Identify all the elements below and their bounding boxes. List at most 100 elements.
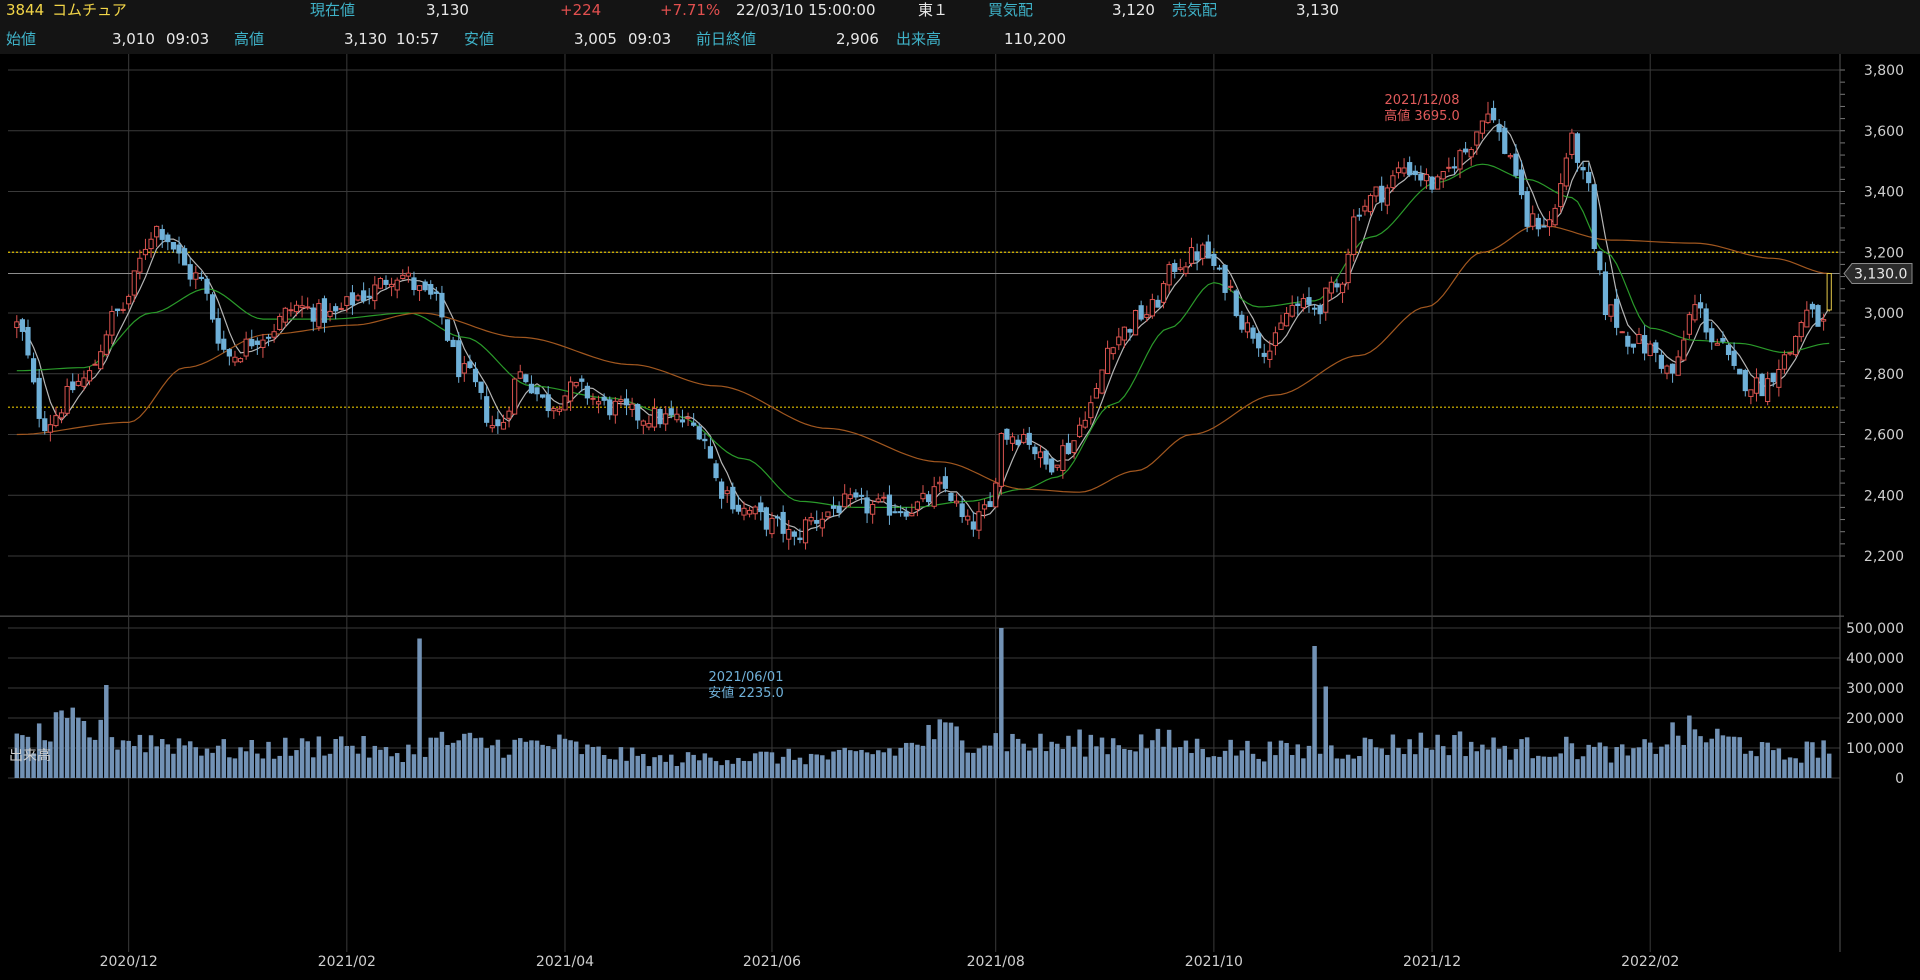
candle-down: [428, 284, 434, 295]
candle-up: [618, 399, 624, 403]
volume-bar: [36, 723, 42, 778]
candle-down: [858, 494, 865, 497]
candle-up: [237, 358, 244, 363]
volume-bar: [1720, 735, 1726, 778]
candle-up: [1664, 365, 1670, 374]
volume-bar: [557, 734, 562, 778]
candle-down: [349, 292, 356, 306]
volume-bar: [618, 747, 624, 778]
candle-up: [1345, 253, 1351, 284]
volume-bar: [1027, 750, 1032, 778]
volume-bar: [406, 744, 411, 778]
candle-up: [685, 416, 691, 419]
candle-up: [1401, 167, 1407, 174]
candle-down: [1306, 297, 1312, 305]
candle-down: [42, 418, 48, 432]
volume-bar: [590, 746, 596, 778]
volume-bar: [1603, 746, 1608, 778]
volume-bar: [1206, 757, 1211, 778]
candle-down: [484, 396, 490, 423]
support-resistance-lines: [8, 251, 1840, 408]
volume-bar: [473, 738, 478, 778]
candle-down: [456, 340, 462, 378]
chart-area[interactable]: 2,200 2,400 2,600 2,800 3,000 3,200 3,400 3,600…: [0, 54, 1920, 976]
volume-bar: [1642, 739, 1647, 778]
volume-bar: [808, 753, 814, 778]
volume-bar: [1273, 755, 1278, 778]
candle-up: [305, 306, 311, 309]
candle-down: [797, 537, 803, 541]
candle-down: [584, 385, 590, 399]
volume-bar: [495, 739, 501, 778]
volume-bar: [411, 754, 417, 778]
candle-up: [14, 321, 20, 329]
volume-bar: [1597, 742, 1603, 778]
volume-bar: [98, 719, 103, 778]
candle-up: [590, 397, 596, 400]
candle-down: [607, 399, 613, 416]
candle-up: [1160, 283, 1167, 303]
volume-bar: [1099, 737, 1105, 778]
volume-bar: [283, 737, 288, 778]
candle-down: [1625, 335, 1631, 347]
volume-bar: [1155, 728, 1161, 778]
volume-bar: [747, 761, 752, 778]
volume-bar: [1340, 758, 1345, 778]
candle-down: [209, 294, 216, 320]
candle-up: [1748, 389, 1754, 397]
candle-up: [663, 413, 669, 425]
volume-bar: [81, 720, 87, 778]
volume-bar: [445, 745, 450, 778]
candle-up: [1479, 120, 1485, 134]
candle-up: [86, 370, 93, 382]
candle-down: [114, 308, 121, 312]
volume-bar: [1267, 741, 1273, 778]
volume-bar: [305, 741, 310, 778]
candle-up: [154, 225, 160, 238]
volume-bar: [1552, 756, 1558, 778]
volume-bar: [1759, 742, 1765, 778]
candle-up: [282, 307, 288, 323]
moving-averages: [16, 122, 1830, 533]
stock-chart[interactable]: 2,200 2,400 2,600 2,800 3,000 3,200 3,400 3,600…: [0, 54, 1920, 976]
candle-up: [870, 503, 876, 515]
ask-label: 売気配: [1172, 1, 1218, 19]
candle-up: [277, 315, 283, 330]
price-tick-label: 3,800: [1864, 63, 1904, 79]
candle-up: [842, 493, 848, 508]
volume-bar: [434, 737, 439, 778]
candle-down: [1502, 127, 1508, 154]
volume-bar: [1306, 745, 1312, 778]
candle-up: [1457, 150, 1463, 170]
candle-up: [1200, 244, 1206, 259]
volume-bar: [982, 745, 987, 778]
candle-up: [1144, 314, 1150, 318]
candle-up: [1507, 155, 1513, 158]
volume-bar: [836, 749, 842, 778]
candle-up: [1339, 283, 1346, 294]
volume-bar: [691, 754, 696, 778]
stock-name: コムチュア: [52, 1, 127, 19]
candle-up: [288, 309, 294, 312]
price-tick-label: 2,800: [1864, 367, 1904, 383]
candle-up: [1474, 131, 1480, 146]
candle-up: [1552, 207, 1558, 226]
volume-bar: [775, 763, 780, 778]
volume-bar: [943, 722, 948, 778]
candle-down: [36, 377, 42, 419]
volume-bar: [724, 760, 730, 778]
candle-down: [450, 339, 456, 348]
candle-down: [719, 481, 725, 499]
volume-bar: [887, 748, 892, 778]
volume-bar: [752, 753, 758, 778]
volume-bar: [48, 741, 53, 778]
volume-bar: [1748, 750, 1754, 778]
volume-bar: [529, 740, 534, 778]
volume-bar: [786, 748, 791, 778]
candle-down: [898, 511, 904, 514]
volume-bar: [1564, 736, 1569, 778]
candle-up: [1636, 334, 1642, 344]
high-annotation-date: 2021/12/08: [1385, 93, 1460, 108]
ask-value: 3,130: [1296, 1, 1339, 19]
volume-bar: [792, 759, 797, 778]
